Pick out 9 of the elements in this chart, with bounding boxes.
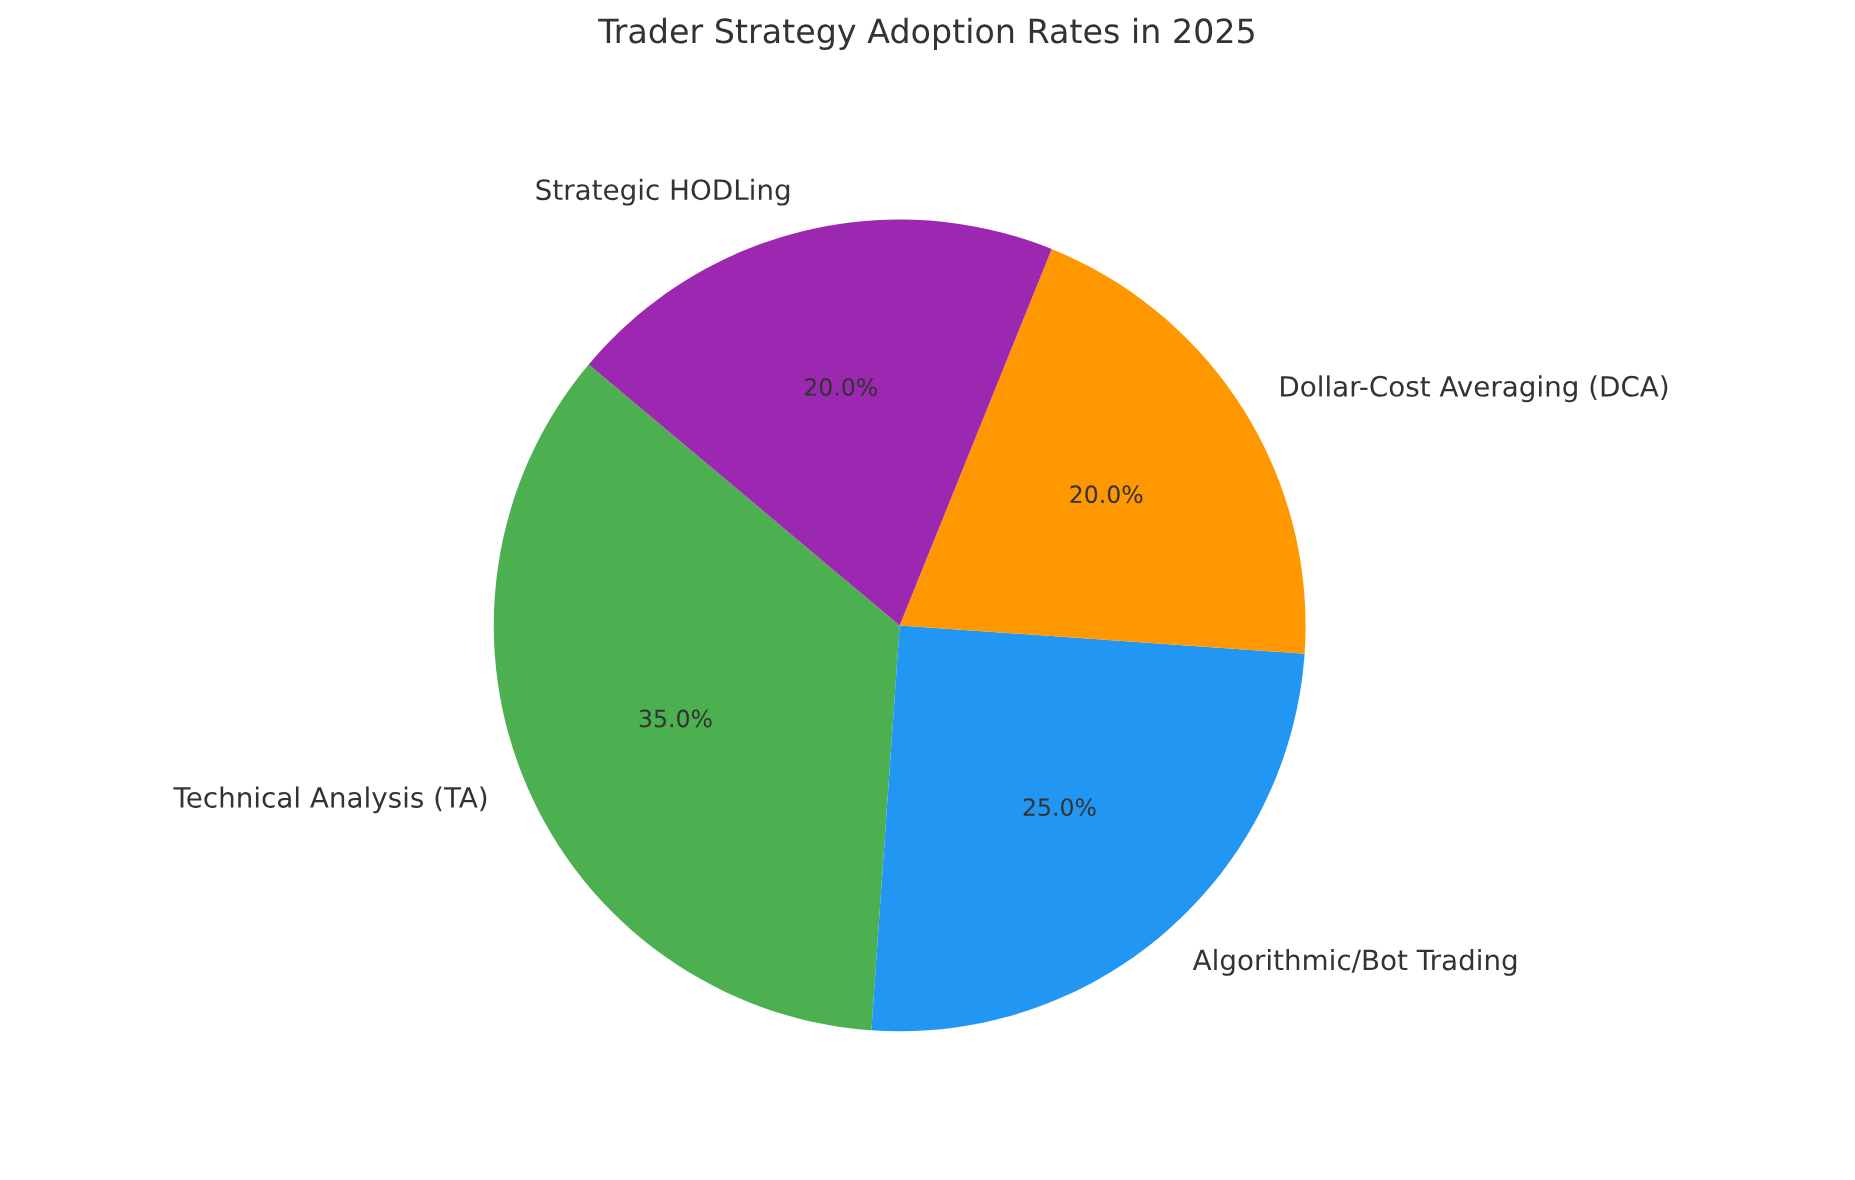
data-label: 20.0% [804, 378, 877, 396]
slice-label: Strategic HODLing [536, 178, 790, 206]
data-label: 35.0% [639, 709, 712, 728]
data-label: 25.0% [1023, 798, 1096, 817]
slice-label: Technical Analysis (TA) [173, 786, 487, 814]
data-label: 20.0% [1070, 485, 1143, 504]
chart-title: Trader Strategy Adoption Rates in 2025 [598, 17, 1254, 50]
slice-label: Algorithmic/Bot Trading [1192, 948, 1517, 976]
slice-label: Dollar-Cost Averaging (DCA) [1281, 375, 1668, 403]
